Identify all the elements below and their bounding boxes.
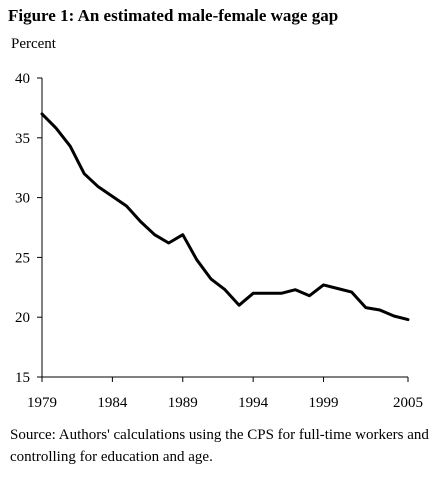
y-tick-label: 25 [15, 250, 30, 266]
chart-title: Figure 1: An estimated male-female wage … [8, 6, 339, 25]
series-line [40, 112, 410, 322]
y-tick-label: 35 [15, 131, 30, 147]
y-tick-label: 20 [15, 310, 30, 326]
source-note: Source: Authors' calculations using the … [10, 427, 429, 465]
x-tick-label: 1999 [309, 395, 339, 411]
series-layer [40, 112, 410, 322]
line-chart: 15 20 25 30 35 40 1979 1984 1989 1994 1999 2005 [15, 71, 423, 411]
ticks: 15 20 25 30 35 40 1979 1984 1989 1994 1999 2005 [15, 71, 423, 411]
x-tick-label: 1984 [97, 395, 128, 411]
y-tick-label: 30 [15, 191, 30, 207]
y-tick-label: 40 [15, 71, 30, 87]
x-tick-label: 1989 [168, 395, 198, 411]
x-tick-label: 1979 [27, 395, 57, 411]
axes [41, 78, 408, 378]
y-axis-label: Percent [11, 36, 56, 52]
y-tick-label: 15 [15, 370, 30, 386]
x-tick-label: 1994 [238, 395, 269, 411]
x-tick-label: 2005 [393, 395, 423, 411]
